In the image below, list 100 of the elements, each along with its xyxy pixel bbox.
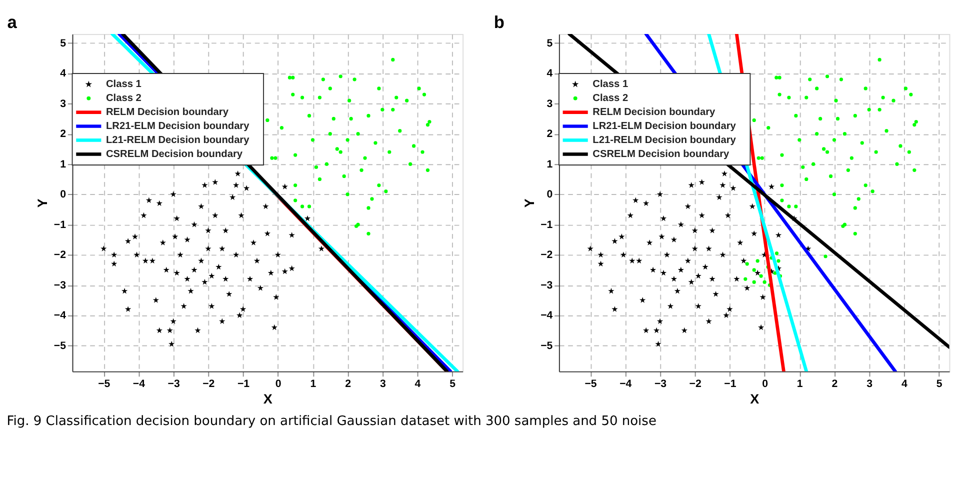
point — [380, 108, 384, 112]
point — [405, 98, 409, 102]
point — [318, 96, 322, 100]
point — [391, 108, 395, 112]
legend-label: Class 1 — [592, 79, 628, 90]
point — [342, 174, 346, 178]
point — [328, 132, 332, 136]
point — [300, 96, 304, 100]
point — [348, 98, 352, 102]
x-tick-label: −3 — [654, 378, 667, 390]
y-tick-label: −5 — [540, 340, 553, 352]
point — [307, 114, 312, 118]
point — [318, 177, 322, 182]
point — [294, 153, 298, 157]
caption: Fig. 9 Classification decision boundary on artificial Gaussian dataset with 300 samples and 50 noise — [6, 414, 656, 429]
point — [294, 198, 298, 202]
x-axis-title: X — [263, 392, 272, 407]
point — [349, 116, 353, 121]
y-tick-label: −1 — [54, 218, 66, 231]
x-tick-label: 0 — [762, 378, 768, 390]
point — [374, 141, 378, 145]
x-tick-label: −3 — [168, 378, 180, 390]
point — [338, 74, 342, 78]
point — [391, 58, 395, 62]
legend-label: LR21-ELM Decision boundary — [592, 121, 736, 132]
x-tick-label: 5 — [936, 378, 942, 390]
x-tick-label: 3 — [380, 378, 386, 390]
y-tick-label: −4 — [540, 310, 553, 322]
x-tick-label: −4 — [132, 378, 146, 390]
point — [291, 92, 295, 96]
y-tick-label: −4 — [54, 310, 66, 322]
point — [314, 165, 318, 169]
point — [370, 197, 374, 201]
point — [324, 162, 328, 166]
point — [328, 86, 332, 90]
point — [360, 168, 364, 172]
point — [408, 162, 412, 166]
x-tick-label: 5 — [450, 378, 456, 390]
x-tick-label: −1 — [237, 378, 250, 390]
point — [363, 156, 367, 160]
point — [426, 168, 430, 172]
point — [394, 96, 398, 100]
y-axis-title: Y — [522, 198, 537, 208]
point — [266, 118, 270, 122]
legend-label: RELM Decision boundary — [106, 107, 229, 118]
point — [377, 183, 381, 188]
y-tick-label: 2 — [546, 128, 553, 140]
y-tick-label: −5 — [54, 340, 66, 352]
point — [420, 150, 424, 154]
y-tick-label: 3 — [546, 98, 553, 110]
y-tick-label: 0 — [546, 188, 553, 201]
x-tick-label: −2 — [202, 378, 215, 390]
point — [366, 232, 370, 236]
x-tick-label: 4 — [414, 378, 421, 390]
chart-title: a — [7, 12, 18, 32]
x-axis-title: X — [750, 392, 760, 407]
point — [384, 190, 388, 194]
point — [307, 204, 312, 208]
y-tick-label: 5 — [546, 37, 553, 50]
x-tick-label: −4 — [620, 378, 632, 390]
x-tick-label: 2 — [345, 378, 352, 390]
point — [291, 76, 295, 80]
y-tick-label: 2 — [60, 128, 66, 140]
y-tick-label: 4 — [546, 68, 553, 80]
x-tick-label: −5 — [584, 378, 597, 390]
point — [310, 138, 315, 142]
legend-label: RELM Decision boundary — [592, 107, 716, 118]
legend-label: L21-RELM Decision boundary — [592, 135, 736, 146]
legend-label: CSRELM Decision boundary — [592, 149, 730, 160]
point — [388, 150, 392, 154]
y-tick-label: 1 — [60, 158, 66, 170]
point — [377, 86, 381, 90]
x-tick-label: 1 — [796, 378, 803, 390]
point — [321, 78, 325, 82]
x-tick-label: −2 — [689, 378, 702, 390]
point — [428, 120, 432, 124]
x-tick-label: 1 — [310, 378, 316, 390]
point — [338, 150, 342, 154]
chart-title: b — [494, 12, 504, 32]
y-tick-label: 1 — [546, 158, 553, 170]
y-tick-label: 0 — [60, 188, 66, 201]
point — [335, 147, 339, 151]
y-tick-label: −3 — [540, 279, 553, 292]
point — [294, 183, 298, 188]
point — [398, 129, 402, 133]
y-tick-label: 3 — [60, 98, 66, 110]
legend-label: LR21-ELM Decision boundary — [106, 121, 250, 132]
y-tick-label: −2 — [540, 249, 553, 262]
point — [274, 156, 278, 160]
legend-label: L21-RELM Decision boundary — [106, 135, 250, 146]
y-tick-label: −2 — [54, 249, 66, 262]
point — [288, 76, 292, 80]
point — [346, 192, 350, 196]
point — [352, 78, 356, 82]
point — [366, 206, 370, 210]
x-tick-label: 0 — [275, 378, 282, 390]
x-tick-label: −5 — [98, 378, 110, 390]
legend-label: Class 2 — [106, 93, 142, 104]
point — [270, 156, 274, 160]
point — [426, 122, 430, 127]
